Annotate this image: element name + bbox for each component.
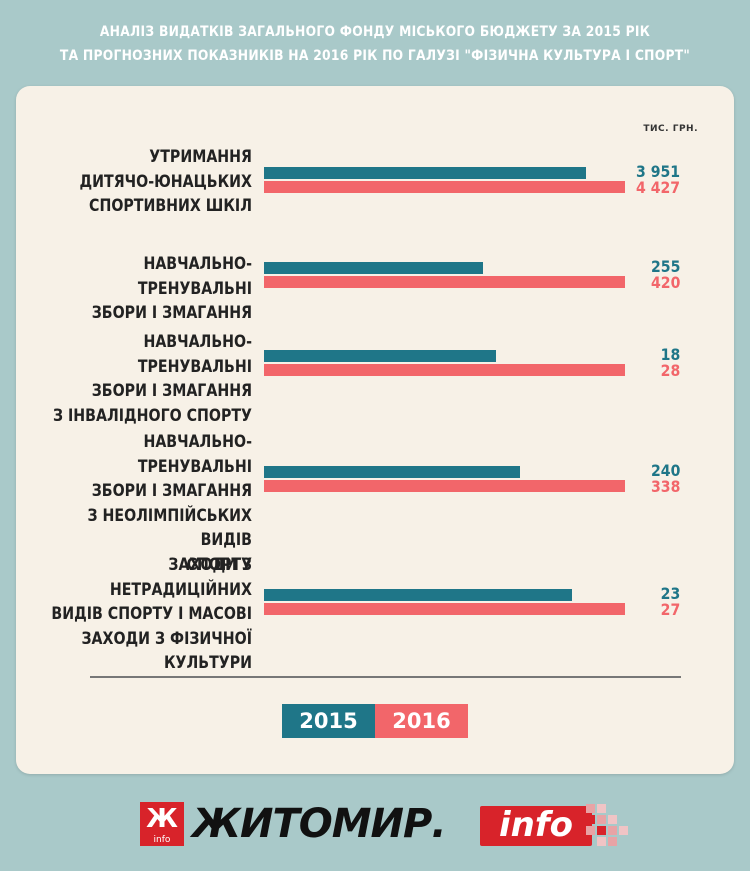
logo-pixel-decoration [586, 804, 630, 848]
title-line-1: АНАЛІЗ ВИДАТКІВ ЗАГАЛЬНОГО ФОНДУ МІСЬКОГ… [99, 24, 651, 40]
bar-2016-category-5 [264, 603, 625, 615]
category-label-line: НАВЧАЛЬНО-ТРЕНУВАЛЬНІ [137, 432, 252, 476]
category-label-line: ЗБОРИ І ЗМАГАННЯ [91, 303, 252, 322]
category-label-line: ЗАХОДИ З НЕТРАДИЦІЙНИХ [109, 555, 253, 599]
value-label-2015-category-2: 255 [650, 257, 680, 276]
divider [90, 676, 681, 678]
value-label-2015-category-3: 18 [660, 345, 680, 364]
category-label-1: УТРИМАННЯ ДИТЯЧО-ЮНАЦЬКИХ СПОРТИВНИХ ШКІЛ [46, 145, 252, 219]
category-label-line: СПОРТУ [186, 554, 252, 574]
chart-card [16, 86, 734, 774]
value-label-2016-category-5: 27 [660, 600, 680, 619]
bar-2016-category-1 [264, 181, 625, 193]
category-label-line: СПОРТИВНИХ ШКІЛ [89, 196, 252, 215]
title-line-2: ТА ПРОГНОЗНИХ ПОКАЗНИКІВ НА 2016 РІК ПО … [59, 48, 691, 64]
legend: 2015 2016 [282, 704, 468, 738]
category-label-line: ЗБОРИ І ЗМАГАННЯ [91, 381, 252, 400]
category-label-line: НАВЧАЛЬНО-ТРЕНУВАЛЬНІ [137, 332, 252, 376]
category-label-line: З ІНВАЛІДНОГО СПОРТУ [52, 405, 252, 425]
logo-mark-letter: Ж [146, 804, 178, 834]
category-label-line: ЗБОРИ І ЗМАГАННЯ [91, 481, 252, 500]
site-logo[interactable]: Ж info ЖИТОМИР. info [140, 796, 628, 852]
category-label-4: НАВЧАЛЬНО-ТРЕНУВАЛЬНІ ЗБОРИ І ЗМАГАННЯ З Н… [46, 430, 252, 577]
category-label-line: ВИДІВ СПОРТУ І МАСОВІ [51, 604, 252, 623]
bar-2015-category-5 [264, 589, 572, 601]
bar-2016-category-4 [264, 480, 625, 492]
category-label-5: ЗАХОДИ З НЕТРАДИЦІЙНИХ ВИДІВ СПОРТУ І МАС… [46, 553, 252, 676]
bar-2015-category-4 [264, 466, 521, 478]
value-label-2016-category-4: 338 [650, 477, 680, 496]
unit-label: ТИС. ГРН. [643, 124, 698, 134]
category-label-line: КУЛЬТУРИ [163, 653, 252, 672]
category-label-line: НАВЧАЛЬНО-ТРЕНУВАЛЬНІ [137, 254, 252, 298]
bar-2015-category-1 [264, 167, 587, 179]
value-label-2016-category-2: 420 [650, 273, 680, 292]
logo-wordmark: ЖИТОМИР. [192, 801, 447, 847]
category-label-2: НАВЧАЛЬНО-ТРЕНУВАЛЬНІ ЗБОРИ І ЗМАГАННЯ [46, 252, 252, 326]
category-label-line: ЗАХОДИ З ФІЗИЧНОЇ [81, 628, 253, 648]
category-label-line: ДИТЯЧО-ЮНАЦЬКИХ [79, 171, 252, 191]
bar-2016-category-3 [264, 364, 625, 376]
value-label-2016-category-3: 28 [660, 361, 680, 380]
value-label-2015-category-5: 23 [660, 584, 680, 603]
legend-item-2016: 2016 [375, 704, 468, 738]
logo-info-badge: info [480, 806, 592, 846]
chart-title: АНАЛІЗ ВИДАТКІВ ЗАГАЛЬНОГО ФОНДУ МІСЬКОГ… [56, 20, 694, 68]
bar-2015-category-2 [264, 262, 484, 274]
logo-mark-sub: info [153, 835, 171, 845]
category-label-line: З НЕОЛІМПІЙСЬКИХ ВИДІВ [87, 505, 252, 550]
category-label-line: УТРИМАННЯ [149, 147, 252, 166]
bar-2016-category-2 [264, 276, 625, 288]
category-label-3: НАВЧАЛЬНО-ТРЕНУВАЛЬНІ ЗБОРИ І ЗМАГАННЯ З І… [46, 330, 252, 428]
bar-2015-category-3 [264, 350, 497, 362]
value-label-2016-category-1: 4 427 [635, 178, 680, 197]
legend-item-2015: 2015 [282, 704, 375, 738]
value-label-2015-category-4: 240 [650, 461, 680, 480]
value-label-2015-category-1: 3 951 [635, 162, 680, 181]
logo-mark: Ж info [140, 802, 184, 846]
